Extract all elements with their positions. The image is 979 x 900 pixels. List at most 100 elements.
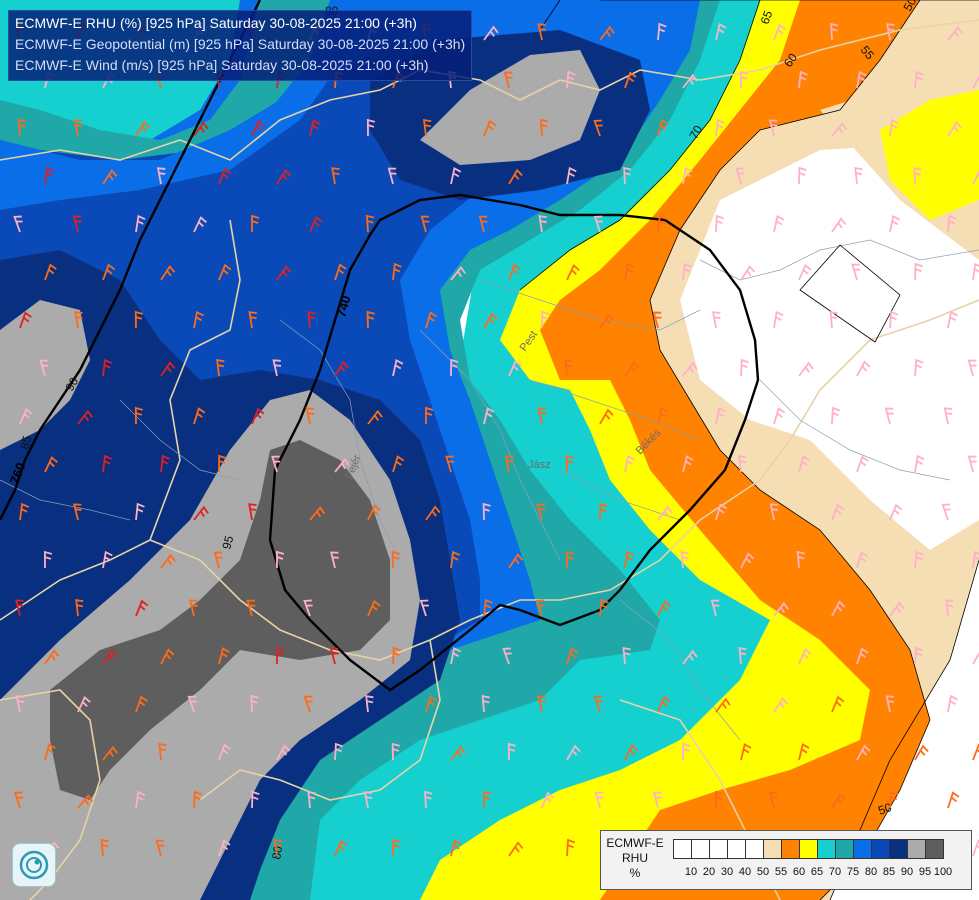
wind-barb xyxy=(392,646,401,665)
wind-barb xyxy=(856,551,869,569)
wind-barb xyxy=(100,838,109,857)
wind-barb xyxy=(135,214,146,233)
country-borders xyxy=(0,19,979,900)
wind-barb xyxy=(44,263,57,281)
wind-barb xyxy=(102,648,118,665)
wind-barb xyxy=(914,744,929,761)
wind-barb xyxy=(276,646,285,665)
wind-barb xyxy=(334,458,350,473)
wind-barb xyxy=(391,550,400,569)
county-label: Jász xyxy=(528,459,551,471)
wind-barb xyxy=(309,506,326,521)
wind-barb xyxy=(831,792,846,809)
wind-barb xyxy=(135,502,145,521)
wind-barb xyxy=(715,790,724,809)
wind-barb xyxy=(657,119,669,137)
wind-barb xyxy=(593,119,603,137)
wind-barb xyxy=(508,553,524,569)
wind-barb xyxy=(712,311,721,329)
wind-barb xyxy=(622,646,631,665)
wind-barb xyxy=(189,599,198,617)
geopotential-740-contour xyxy=(268,193,760,692)
wind-barb xyxy=(947,791,960,809)
wind-barb xyxy=(331,167,340,185)
wind-barb xyxy=(160,454,170,473)
wind-barb xyxy=(566,550,575,569)
contour-label: 70 xyxy=(686,123,705,142)
wind-barb xyxy=(450,358,459,377)
wind-barb xyxy=(450,167,462,185)
wind-barb xyxy=(682,742,691,761)
wind-barb xyxy=(831,122,848,137)
legend-tick: 60 xyxy=(792,866,806,878)
wind-barb xyxy=(768,119,778,137)
wind-barb xyxy=(503,71,513,89)
wind-barb xyxy=(424,790,433,809)
wind-barb xyxy=(251,790,260,809)
wind-barb xyxy=(972,648,979,665)
wind-barb xyxy=(599,408,614,425)
legend-swatch xyxy=(727,839,746,859)
wind-barb xyxy=(15,695,25,713)
wind-barb xyxy=(483,25,499,41)
wind-barb xyxy=(537,407,546,425)
wind-barb xyxy=(885,695,895,713)
wind-barb xyxy=(334,263,347,281)
wind-barb xyxy=(102,745,118,761)
wind-barb xyxy=(831,600,846,617)
wind-barb xyxy=(740,358,749,377)
wind-barb xyxy=(943,407,953,425)
wind-barb xyxy=(160,265,176,281)
wind-barb xyxy=(276,550,285,569)
wind-barb xyxy=(72,503,82,521)
wind-barb xyxy=(482,502,491,521)
wind-barb xyxy=(566,838,576,857)
title-wind: ECMWF-E Wind (m/s) [925 hPa] Saturday 30… xyxy=(15,57,429,73)
wind-barb xyxy=(19,502,30,521)
wind-barb xyxy=(947,26,964,41)
legend-color-bar xyxy=(673,839,944,859)
wind-barb xyxy=(248,311,257,329)
wind-barb xyxy=(13,791,24,809)
wind-barb xyxy=(483,119,497,137)
map-title-box: ECMWF-E RHU (%) [925 hPa] Saturday 30-08… xyxy=(8,10,473,81)
wind-barb xyxy=(508,841,524,857)
wind-barb xyxy=(307,790,316,809)
wind-barb xyxy=(425,695,438,713)
wind-barb xyxy=(330,551,339,569)
wind-barb xyxy=(74,311,83,329)
wind-barb xyxy=(450,265,466,281)
contour-label: 65 xyxy=(758,8,776,26)
wind-barb xyxy=(77,794,94,809)
wind-barb xyxy=(657,695,671,713)
legend-tick: 100 xyxy=(933,866,953,878)
legend-tick: 90 xyxy=(900,866,914,878)
wind-barb xyxy=(773,215,785,233)
wind-barb xyxy=(504,455,514,473)
wind-barb xyxy=(44,743,56,761)
legend-ticks: 10 20 30 40 50 55 60 65 70 75 80 85 90 95 100 xyxy=(673,866,969,882)
wind-barb xyxy=(193,121,209,137)
wind-barb xyxy=(798,743,810,761)
wind-barb xyxy=(155,839,165,857)
wind-barb xyxy=(218,839,231,857)
wind-barb xyxy=(829,310,838,329)
wind-barb xyxy=(914,262,923,281)
wind-barb xyxy=(450,550,461,569)
rhu-band-95-north xyxy=(420,50,600,165)
legend-swatch xyxy=(763,839,782,859)
contour-labels: 50 55 60 65 70 80 85 90 95 50 80 xyxy=(17,0,919,861)
rhu-band-80-nw xyxy=(0,0,360,210)
wind-barb xyxy=(508,359,522,377)
wind-barb xyxy=(680,550,689,569)
wind-barb xyxy=(884,407,894,425)
wind-barb xyxy=(624,744,638,761)
wind-barb xyxy=(392,838,401,857)
wind-barb xyxy=(156,167,166,185)
wind-barb xyxy=(593,695,603,713)
wind-barb xyxy=(43,550,53,569)
wind-barb xyxy=(77,409,93,425)
legend-swatch xyxy=(925,839,944,859)
wind-barbs xyxy=(13,22,979,857)
